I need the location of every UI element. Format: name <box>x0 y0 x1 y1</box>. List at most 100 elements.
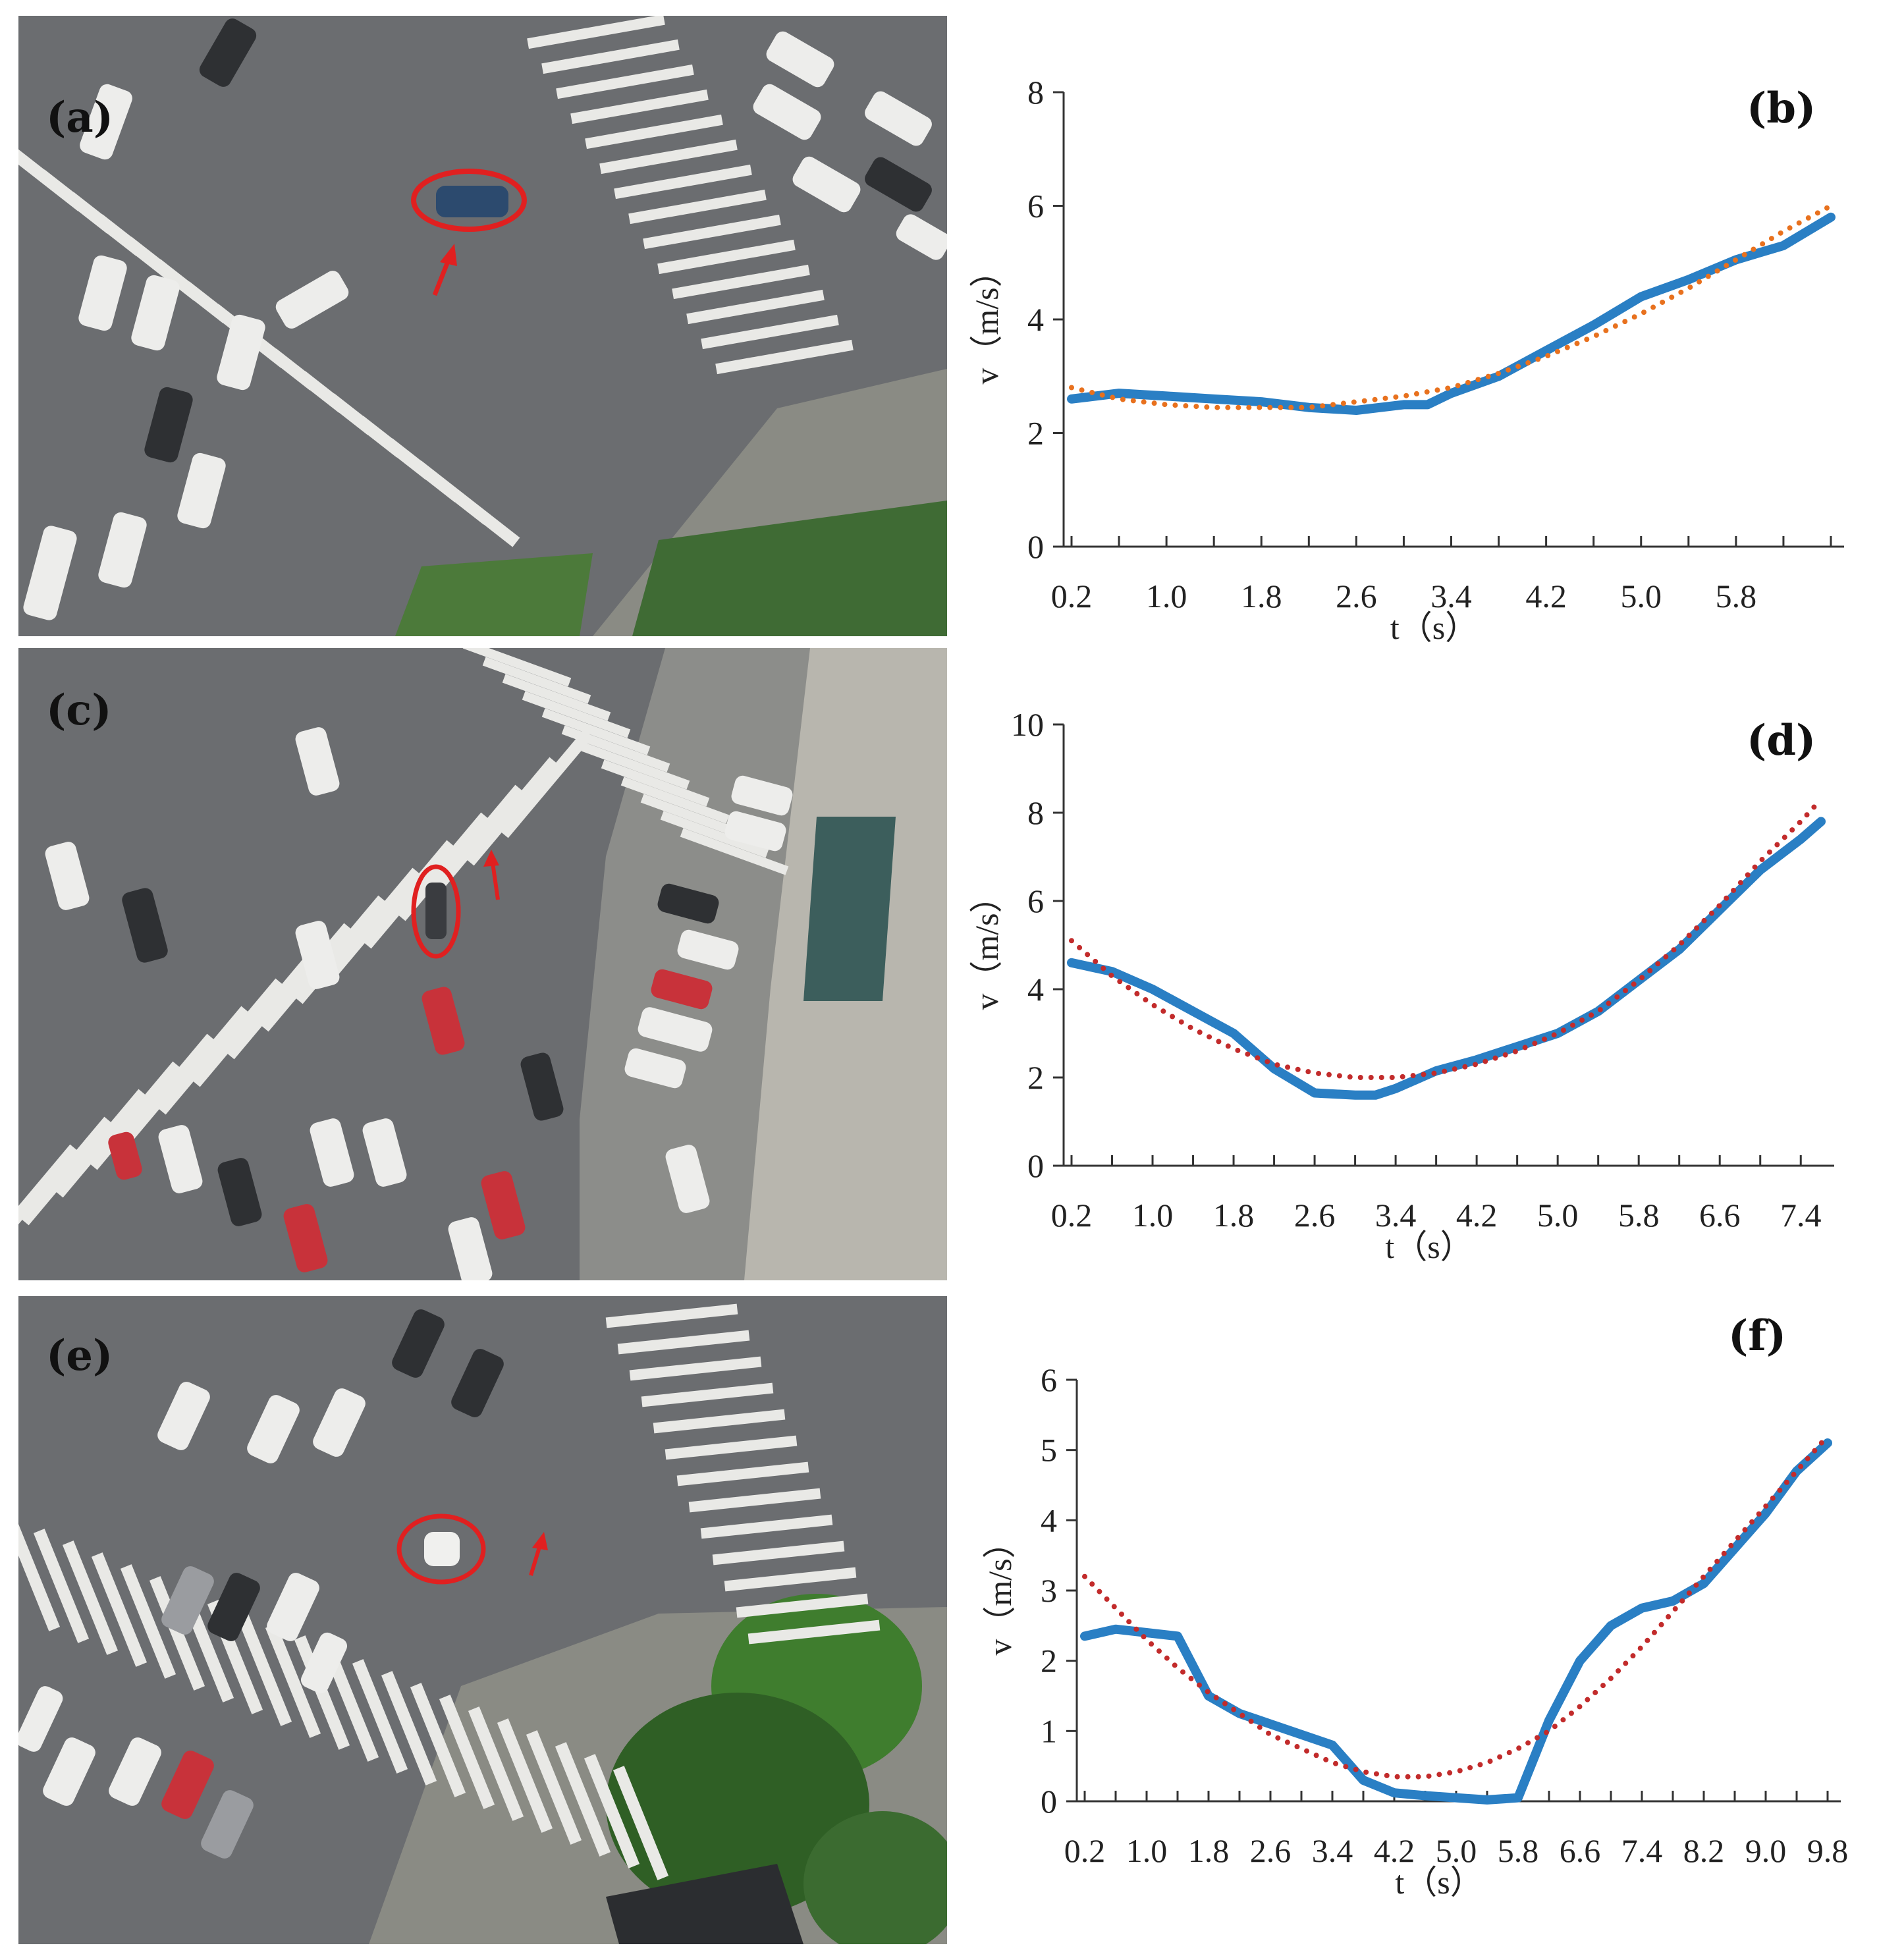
crosswalk-stripe <box>712 1540 845 1565</box>
car <box>283 1204 328 1272</box>
arrow-head <box>440 244 457 266</box>
crosswalk-stripe <box>724 1567 857 1592</box>
x-tick-label: 1.8 <box>1241 578 1282 614</box>
car <box>422 987 465 1055</box>
crosswalk-stripe <box>688 1488 821 1513</box>
car <box>18 1686 63 1752</box>
y-tick-label: 8 <box>1027 794 1044 831</box>
crosswalk-stripe <box>628 189 767 225</box>
x-tick-label: 3.4 <box>1312 1832 1353 1869</box>
car <box>207 1573 260 1641</box>
crosswalk-top <box>462 648 789 875</box>
series-measured-line <box>1067 817 1826 1100</box>
crosswalk-top <box>605 1303 881 1645</box>
car <box>896 214 947 260</box>
tree-canopy <box>803 1811 947 1944</box>
crosswalk-stripe <box>236 1612 292 1726</box>
crosswalk-stripe <box>62 1540 119 1655</box>
x-tick-label: 4.2 <box>1374 1832 1415 1869</box>
car <box>43 1737 95 1806</box>
crosswalk-stripe <box>617 1330 750 1355</box>
y-tick-label: 4 <box>1027 301 1044 338</box>
car <box>201 1790 254 1859</box>
crosswalk-stripe <box>414 460 520 547</box>
crosswalk-stripe <box>601 759 710 807</box>
car <box>731 775 793 816</box>
y-tick-label: 8 <box>1027 74 1044 111</box>
car <box>295 921 340 989</box>
pedestrian-direction-arrow <box>491 862 500 900</box>
x-tick-label: 1.8 <box>1188 1832 1230 1869</box>
car <box>665 1145 710 1213</box>
series-measured-line <box>1067 212 1836 415</box>
x-tick-label: 5.8 <box>1716 578 1757 614</box>
car <box>865 91 932 146</box>
x-tick-label: 5.0 <box>1621 578 1662 614</box>
y-axis-title: v（m/s） <box>968 880 1005 1010</box>
car <box>362 1118 407 1187</box>
car <box>792 156 861 213</box>
crosswalk-stripe <box>439 1695 495 1809</box>
parked-cars <box>23 18 947 620</box>
car <box>451 1349 504 1417</box>
x-axis-title: t（s） <box>1395 1864 1483 1901</box>
car <box>624 1048 686 1089</box>
y-tick-label: 5 <box>1041 1432 1057 1469</box>
car <box>300 1632 348 1694</box>
x-tick-label: 6.6 <box>1560 1832 1601 1869</box>
car <box>275 271 349 329</box>
crosswalk-stripe <box>18 1517 61 1631</box>
crosswalk-stripe <box>653 1409 786 1434</box>
car <box>177 452 226 529</box>
crosswalk-stripe <box>19 1116 114 1226</box>
crosswalk-stripe <box>323 1647 379 1762</box>
car <box>158 1125 203 1193</box>
car <box>865 157 932 212</box>
car <box>217 314 265 391</box>
crosswalk-stripe <box>701 314 839 350</box>
car <box>267 1573 319 1641</box>
crosswalk-stripe <box>736 1593 869 1618</box>
car <box>161 1566 214 1635</box>
car <box>753 84 821 140</box>
crosswalk-stripe <box>584 1754 640 1868</box>
crosswalk-stripe <box>612 1766 669 1880</box>
x-tick-label: 1.8 <box>1213 1197 1255 1234</box>
aerial-photo-c <box>18 648 947 1280</box>
car <box>638 1007 713 1052</box>
crosswalk-stripe <box>468 1706 524 1821</box>
y-tick-label: 6 <box>1027 188 1044 225</box>
crosswalk-stripe <box>614 164 752 200</box>
x-tick-label: 5.0 <box>1436 1832 1477 1869</box>
car <box>448 1217 493 1280</box>
arrow-head <box>532 1532 548 1550</box>
crosswalk-stripe <box>672 264 810 300</box>
car <box>122 888 168 963</box>
x-tick-label: 1.0 <box>1126 1832 1168 1869</box>
car <box>80 84 132 160</box>
crosswalk-stripe <box>156 1006 251 1115</box>
x-tick-label: 9.0 <box>1745 1832 1787 1869</box>
car <box>23 526 77 620</box>
crosswalk-stripe <box>660 811 769 858</box>
car <box>657 883 719 924</box>
y-tick-label: 0 <box>1027 1147 1044 1184</box>
crosswalk-stripe <box>555 1742 611 1857</box>
crosswalk-stripe <box>502 674 611 721</box>
highlighted-vehicle <box>436 186 508 217</box>
crosswalk-stripe <box>541 708 651 755</box>
x-tick-label: 3.4 <box>1375 1197 1417 1234</box>
pedestrian-direction-arrow <box>432 257 452 296</box>
highlighted-vehicle-marker <box>411 169 527 232</box>
y-tick-label: 1 <box>1041 1712 1057 1749</box>
tree-canopy <box>632 501 947 636</box>
crosswalk-stripe <box>33 1529 90 1643</box>
crosswalk-stripe <box>676 1461 809 1486</box>
x-tick-label: 2.6 <box>1336 578 1377 614</box>
crosswalk-stripe <box>657 239 796 275</box>
car <box>313 1388 366 1457</box>
car <box>144 387 193 463</box>
aerial-photo-a <box>18 16 947 636</box>
car <box>520 1052 564 1121</box>
x-tick-label: 0.2 <box>1051 578 1093 614</box>
